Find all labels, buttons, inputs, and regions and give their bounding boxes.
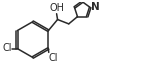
Text: N: N bbox=[91, 2, 100, 12]
Text: Cl: Cl bbox=[2, 43, 12, 53]
Text: OH: OH bbox=[49, 3, 64, 13]
Text: Cl: Cl bbox=[49, 53, 58, 63]
